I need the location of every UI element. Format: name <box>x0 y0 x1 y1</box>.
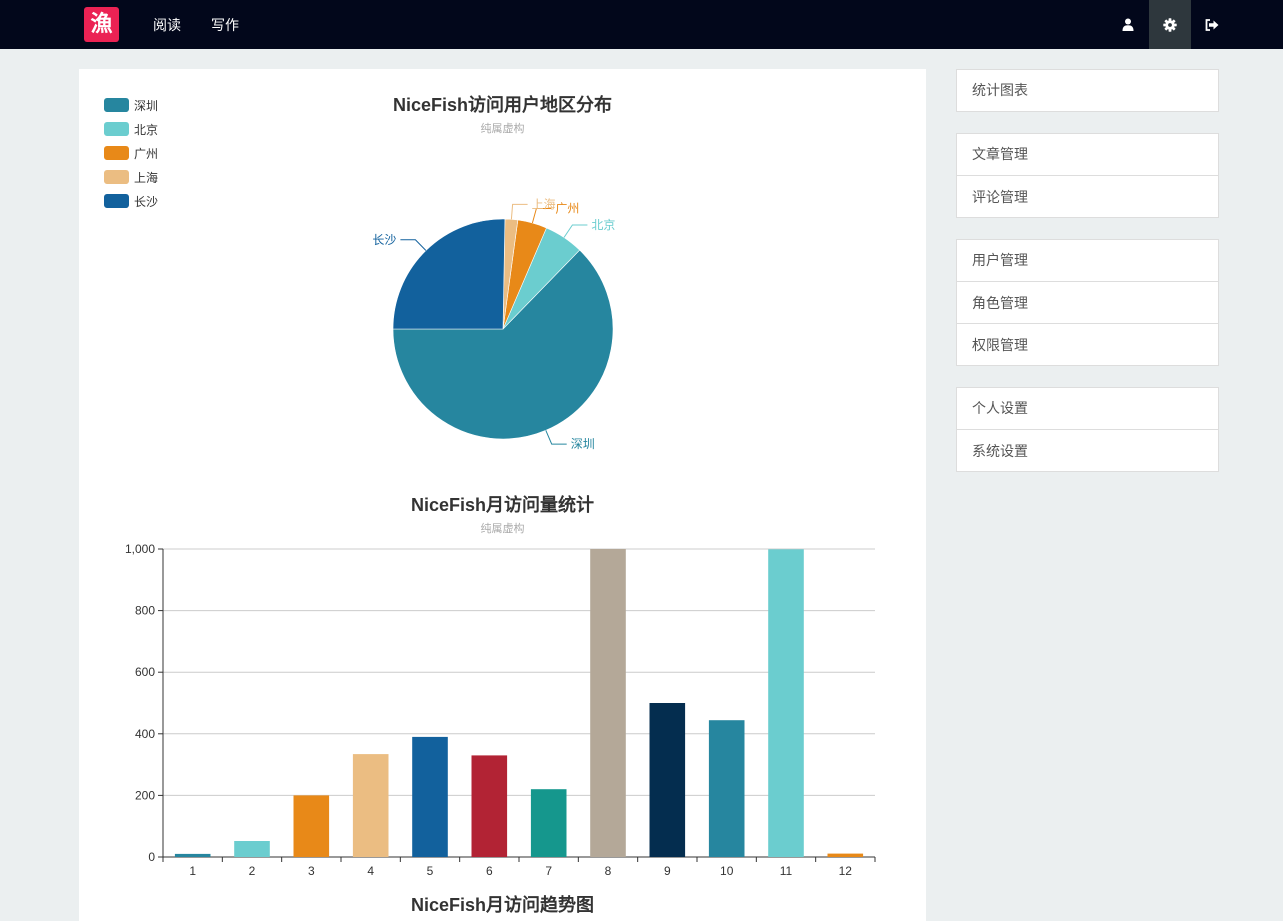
sidebar-item-roles[interactable]: 角色管理 <box>957 281 1218 323</box>
y-tick-label: 0 <box>148 850 155 864</box>
chart-panel: NiceFish访问用户地区分布 纯属虚构 深圳 北京 广州 上海 长沙 深圳 北京 广州上… <box>79 69 926 921</box>
x-tick-label: 8 <box>605 864 612 878</box>
pie-label-line <box>531 208 552 224</box>
bar[interactable] <box>234 841 270 857</box>
pie-data-label: 广州 <box>555 202 579 216</box>
legend-item[interactable]: 深圳 <box>104 93 158 117</box>
y-tick-label: 400 <box>135 727 155 741</box>
legend-item[interactable]: 长沙 <box>104 189 158 213</box>
gear-icon[interactable] <box>1149 0 1191 49</box>
bar[interactable] <box>174 853 211 857</box>
sidebar-group-access: 用户管理 角色管理 权限管理 <box>956 239 1219 366</box>
bar[interactable] <box>590 549 626 857</box>
y-tick-label: 1,000 <box>125 542 155 556</box>
x-tick-label: 9 <box>664 864 671 878</box>
pie-label-line <box>400 239 427 251</box>
legend-swatch <box>104 170 129 184</box>
sidebar: 统计图表 文章管理 评论管理 用户管理 角色管理 权限管理 个人设置 系统设置 <box>956 69 1219 493</box>
y-tick-label: 600 <box>135 665 155 679</box>
legend-label: 深圳 <box>134 98 159 113</box>
x-tick-label: 12 <box>839 864 853 878</box>
sidebar-item-charts[interactable]: 统计图表 <box>972 82 1028 98</box>
y-tick-label: 200 <box>135 788 155 802</box>
nav-link-read[interactable]: 阅读 <box>153 17 181 33</box>
sidebar-group-charts: 统计图表 <box>956 69 1219 112</box>
top-navbar: 漁 阅读 写作 <box>0 0 1283 49</box>
bar[interactable] <box>471 755 508 857</box>
legend-swatch <box>104 122 129 136</box>
pie-data-label: 上海 <box>532 196 556 211</box>
pie-data-label: 深圳 <box>571 437 595 451</box>
legend-swatch <box>104 194 129 208</box>
bar-chart-subtitle: 纯属虚构 <box>480 523 525 535</box>
x-tick-label: 4 <box>367 864 374 878</box>
legend-label: 上海 <box>134 170 159 185</box>
bar[interactable] <box>768 549 804 857</box>
legend-swatch <box>104 146 129 160</box>
sidebar-item-comments[interactable]: 评论管理 <box>957 175 1218 217</box>
sidebar-item-system[interactable]: 系统设置 <box>957 429 1218 471</box>
y-tick-label: 800 <box>135 604 155 618</box>
bar[interactable] <box>293 795 330 857</box>
logout-icon[interactable] <box>1191 0 1233 49</box>
pie-label-line <box>545 430 567 445</box>
pie-chart-subtitle: 纯属虚构 <box>480 123 525 135</box>
sidebar-group-content: 文章管理 评论管理 <box>956 133 1219 218</box>
sidebar-item-permissions[interactable]: 权限管理 <box>957 323 1218 365</box>
x-tick-label: 6 <box>486 864 493 878</box>
trend-chart-title: NiceFish月访问趋势图 <box>410 895 595 915</box>
x-tick-label: 11 <box>780 864 793 878</box>
bar[interactable] <box>827 853 864 857</box>
sidebar-item-profile[interactable]: 个人设置 <box>972 400 1028 416</box>
sidebar-item-posts[interactable]: 文章管理 <box>972 146 1028 162</box>
legend-label: 广州 <box>134 146 159 161</box>
x-tick-label: 3 <box>308 864 315 878</box>
legend-item[interactable]: 上海 <box>104 165 158 189</box>
legend-item[interactable]: 广州 <box>104 141 158 165</box>
legend-label: 长沙 <box>134 194 159 209</box>
bar-chart-title: NiceFish月访问量统计 <box>410 495 595 515</box>
logo[interactable]: 漁 <box>84 7 119 42</box>
bar[interactable] <box>352 754 389 857</box>
pie-legend: 深圳北京广州上海长沙 <box>104 93 158 213</box>
legend-item[interactable]: 北京 <box>104 117 158 141</box>
bar[interactable] <box>412 736 448 857</box>
bar[interactable] <box>649 703 686 857</box>
legend-label: 北京 <box>134 122 159 137</box>
x-tick-label: 7 <box>545 864 552 878</box>
sidebar-item-users[interactable]: 用户管理 <box>972 252 1028 268</box>
sidebar-group-settings: 个人设置 系统设置 <box>956 387 1219 472</box>
x-tick-label: 2 <box>249 864 256 878</box>
x-tick-label: 10 <box>720 864 734 878</box>
pie-data-label: 北京 <box>591 218 615 232</box>
x-tick-label: 5 <box>427 864 434 878</box>
pie-label-line <box>510 203 528 220</box>
nav-link-write[interactable]: 写作 <box>211 17 239 33</box>
bar[interactable] <box>708 720 745 857</box>
user-icon[interactable] <box>1107 0 1149 49</box>
pie-slice[interactable] <box>392 218 506 330</box>
legend-swatch <box>104 98 129 112</box>
x-tick-label: 1 <box>189 864 196 878</box>
pie-data-label: 长沙 <box>372 233 396 247</box>
pie-label-line <box>563 224 588 238</box>
pie-chart-title: NiceFish访问用户地区分布 <box>392 95 613 115</box>
bar[interactable] <box>530 789 567 857</box>
